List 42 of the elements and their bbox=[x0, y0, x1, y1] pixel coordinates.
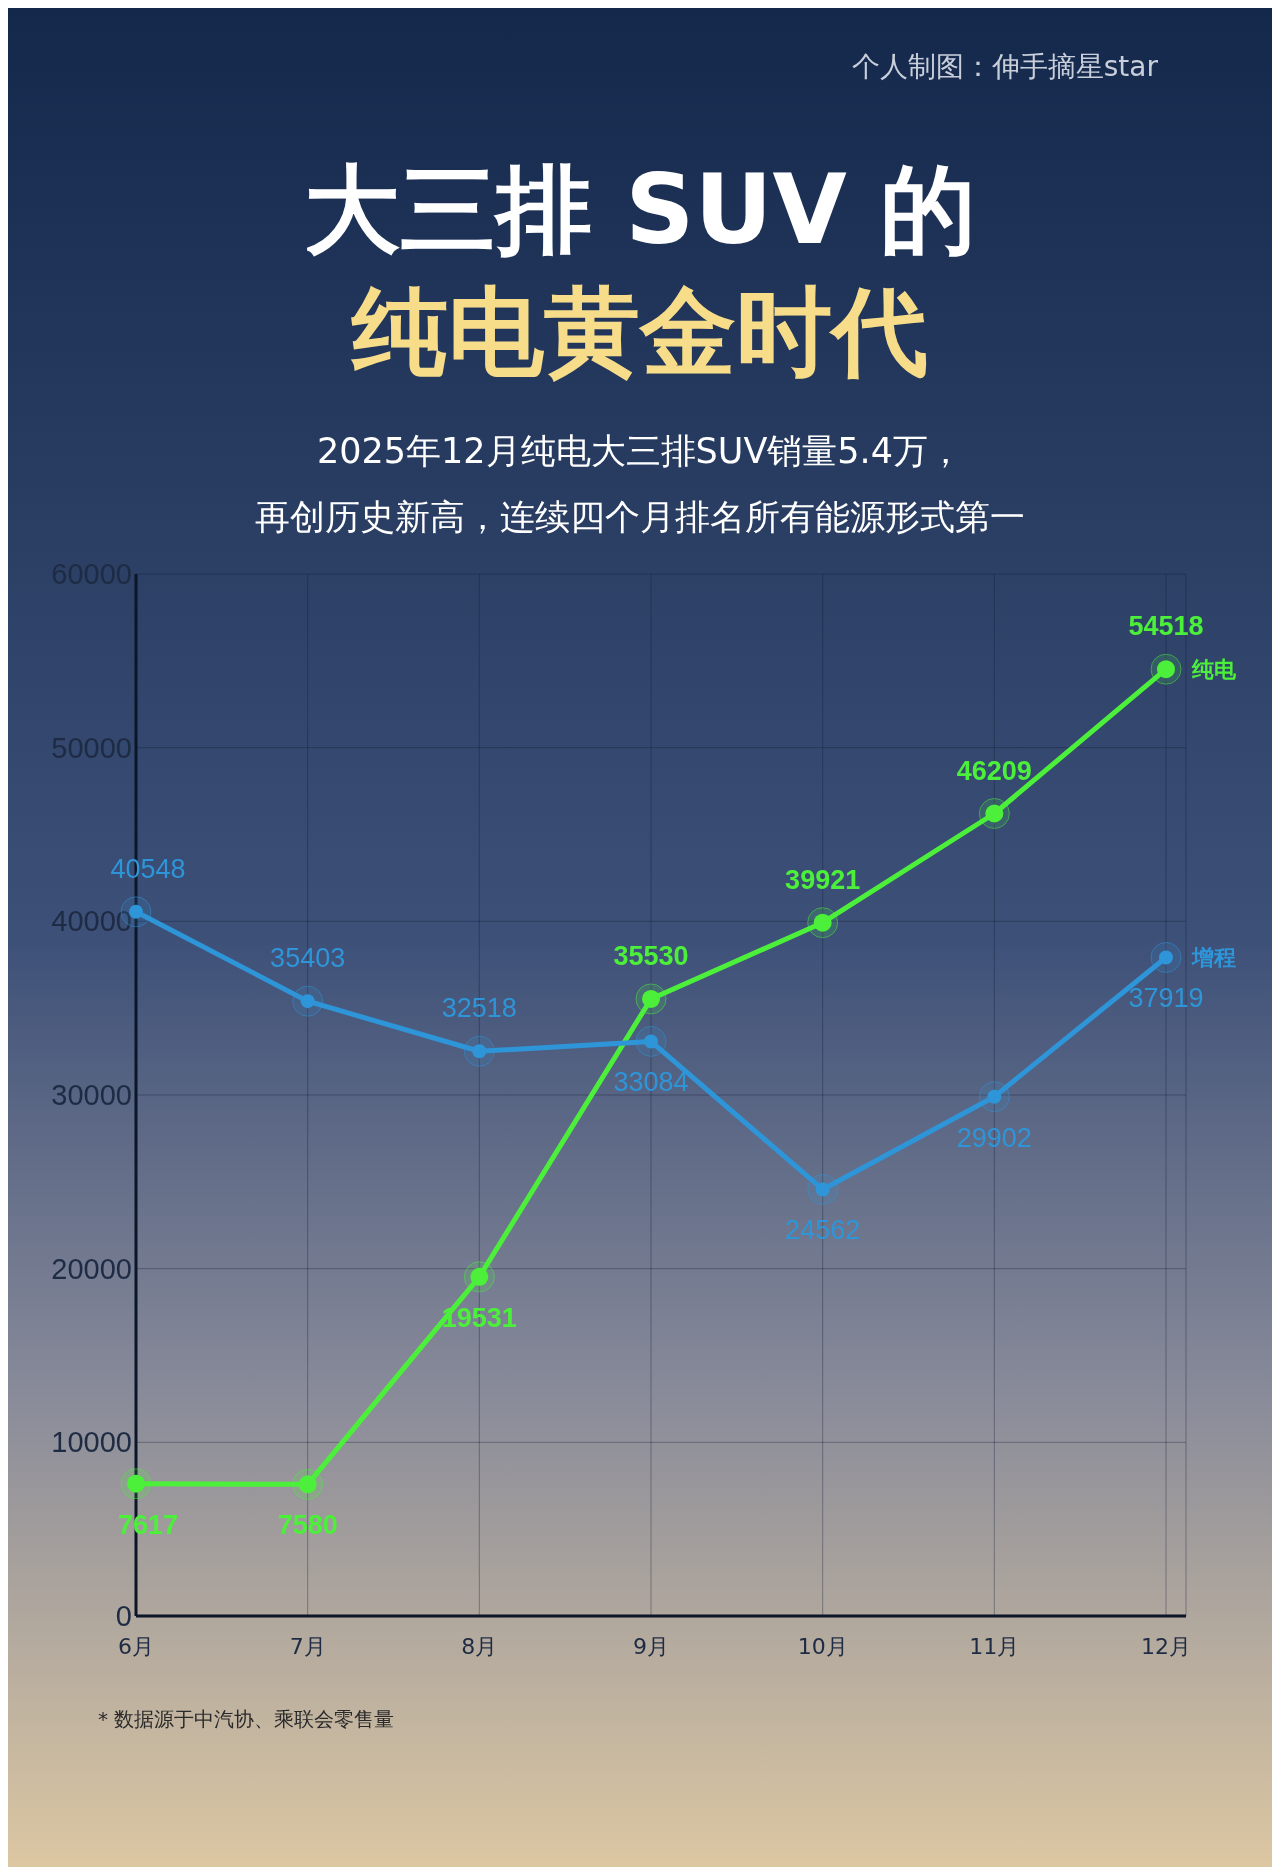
point bbox=[463, 1035, 495, 1067]
data-label: 32518 bbox=[441, 993, 517, 1024]
data-label: 29902 bbox=[956, 1122, 1032, 1153]
x-tick-label: 10月 bbox=[797, 1634, 848, 1659]
data-label: 39921 bbox=[785, 864, 861, 895]
data-label: 37919 bbox=[1128, 983, 1204, 1014]
data-label: 35530 bbox=[613, 940, 689, 971]
text: 个人制图：伸手摘星star bbox=[851, 50, 1159, 83]
point bbox=[978, 1081, 1010, 1113]
point bbox=[292, 1468, 324, 1500]
data-label: 35403 bbox=[270, 943, 346, 974]
chart-subtitle: 2025年12月纯电大三排SUV销量5.4万，再创历史新高，连续四个月排名所有能源形式第一 bbox=[255, 431, 1025, 537]
x-tick-label: 6月 bbox=[118, 1634, 154, 1659]
data-label: 7580 bbox=[277, 1510, 338, 1541]
data-label: 33084 bbox=[613, 1067, 689, 1098]
text: * 数据源于中汽协、乘联会零售量 bbox=[98, 1707, 395, 1731]
x-tick-label: 7月 bbox=[289, 1634, 326, 1659]
y-tick-label: 10000 bbox=[51, 1426, 132, 1459]
point bbox=[807, 1173, 839, 1205]
y-tick-label: 30000 bbox=[51, 1079, 132, 1111]
chart-title: 大三排 SUV 的纯电黄金时代 bbox=[303, 154, 977, 388]
point bbox=[635, 1025, 667, 1057]
point bbox=[978, 798, 1010, 829]
point bbox=[292, 985, 324, 1017]
x-tick-label: 8月 bbox=[461, 1634, 498, 1659]
data-label: 19531 bbox=[441, 1302, 517, 1333]
point bbox=[807, 907, 839, 939]
series-label: 纯电 bbox=[1191, 657, 1237, 683]
y-tick-label: 20000 bbox=[51, 1252, 132, 1285]
point bbox=[635, 983, 667, 1015]
x-tick-label: 11月 bbox=[969, 1634, 1020, 1659]
x-tick-label: 9月 bbox=[633, 1634, 669, 1659]
point bbox=[1150, 941, 1182, 973]
series-label: 增程 bbox=[1191, 945, 1236, 971]
point bbox=[120, 1468, 152, 1500]
data-label: 24562 bbox=[785, 1215, 861, 1246]
data-label: 54518 bbox=[1128, 611, 1204, 642]
y-tick-label: 0 bbox=[115, 1600, 132, 1632]
x-tick-label: 12月 bbox=[1141, 1634, 1191, 1659]
data-label: 46209 bbox=[956, 755, 1032, 786]
point bbox=[1150, 653, 1182, 685]
point bbox=[463, 1261, 495, 1293]
